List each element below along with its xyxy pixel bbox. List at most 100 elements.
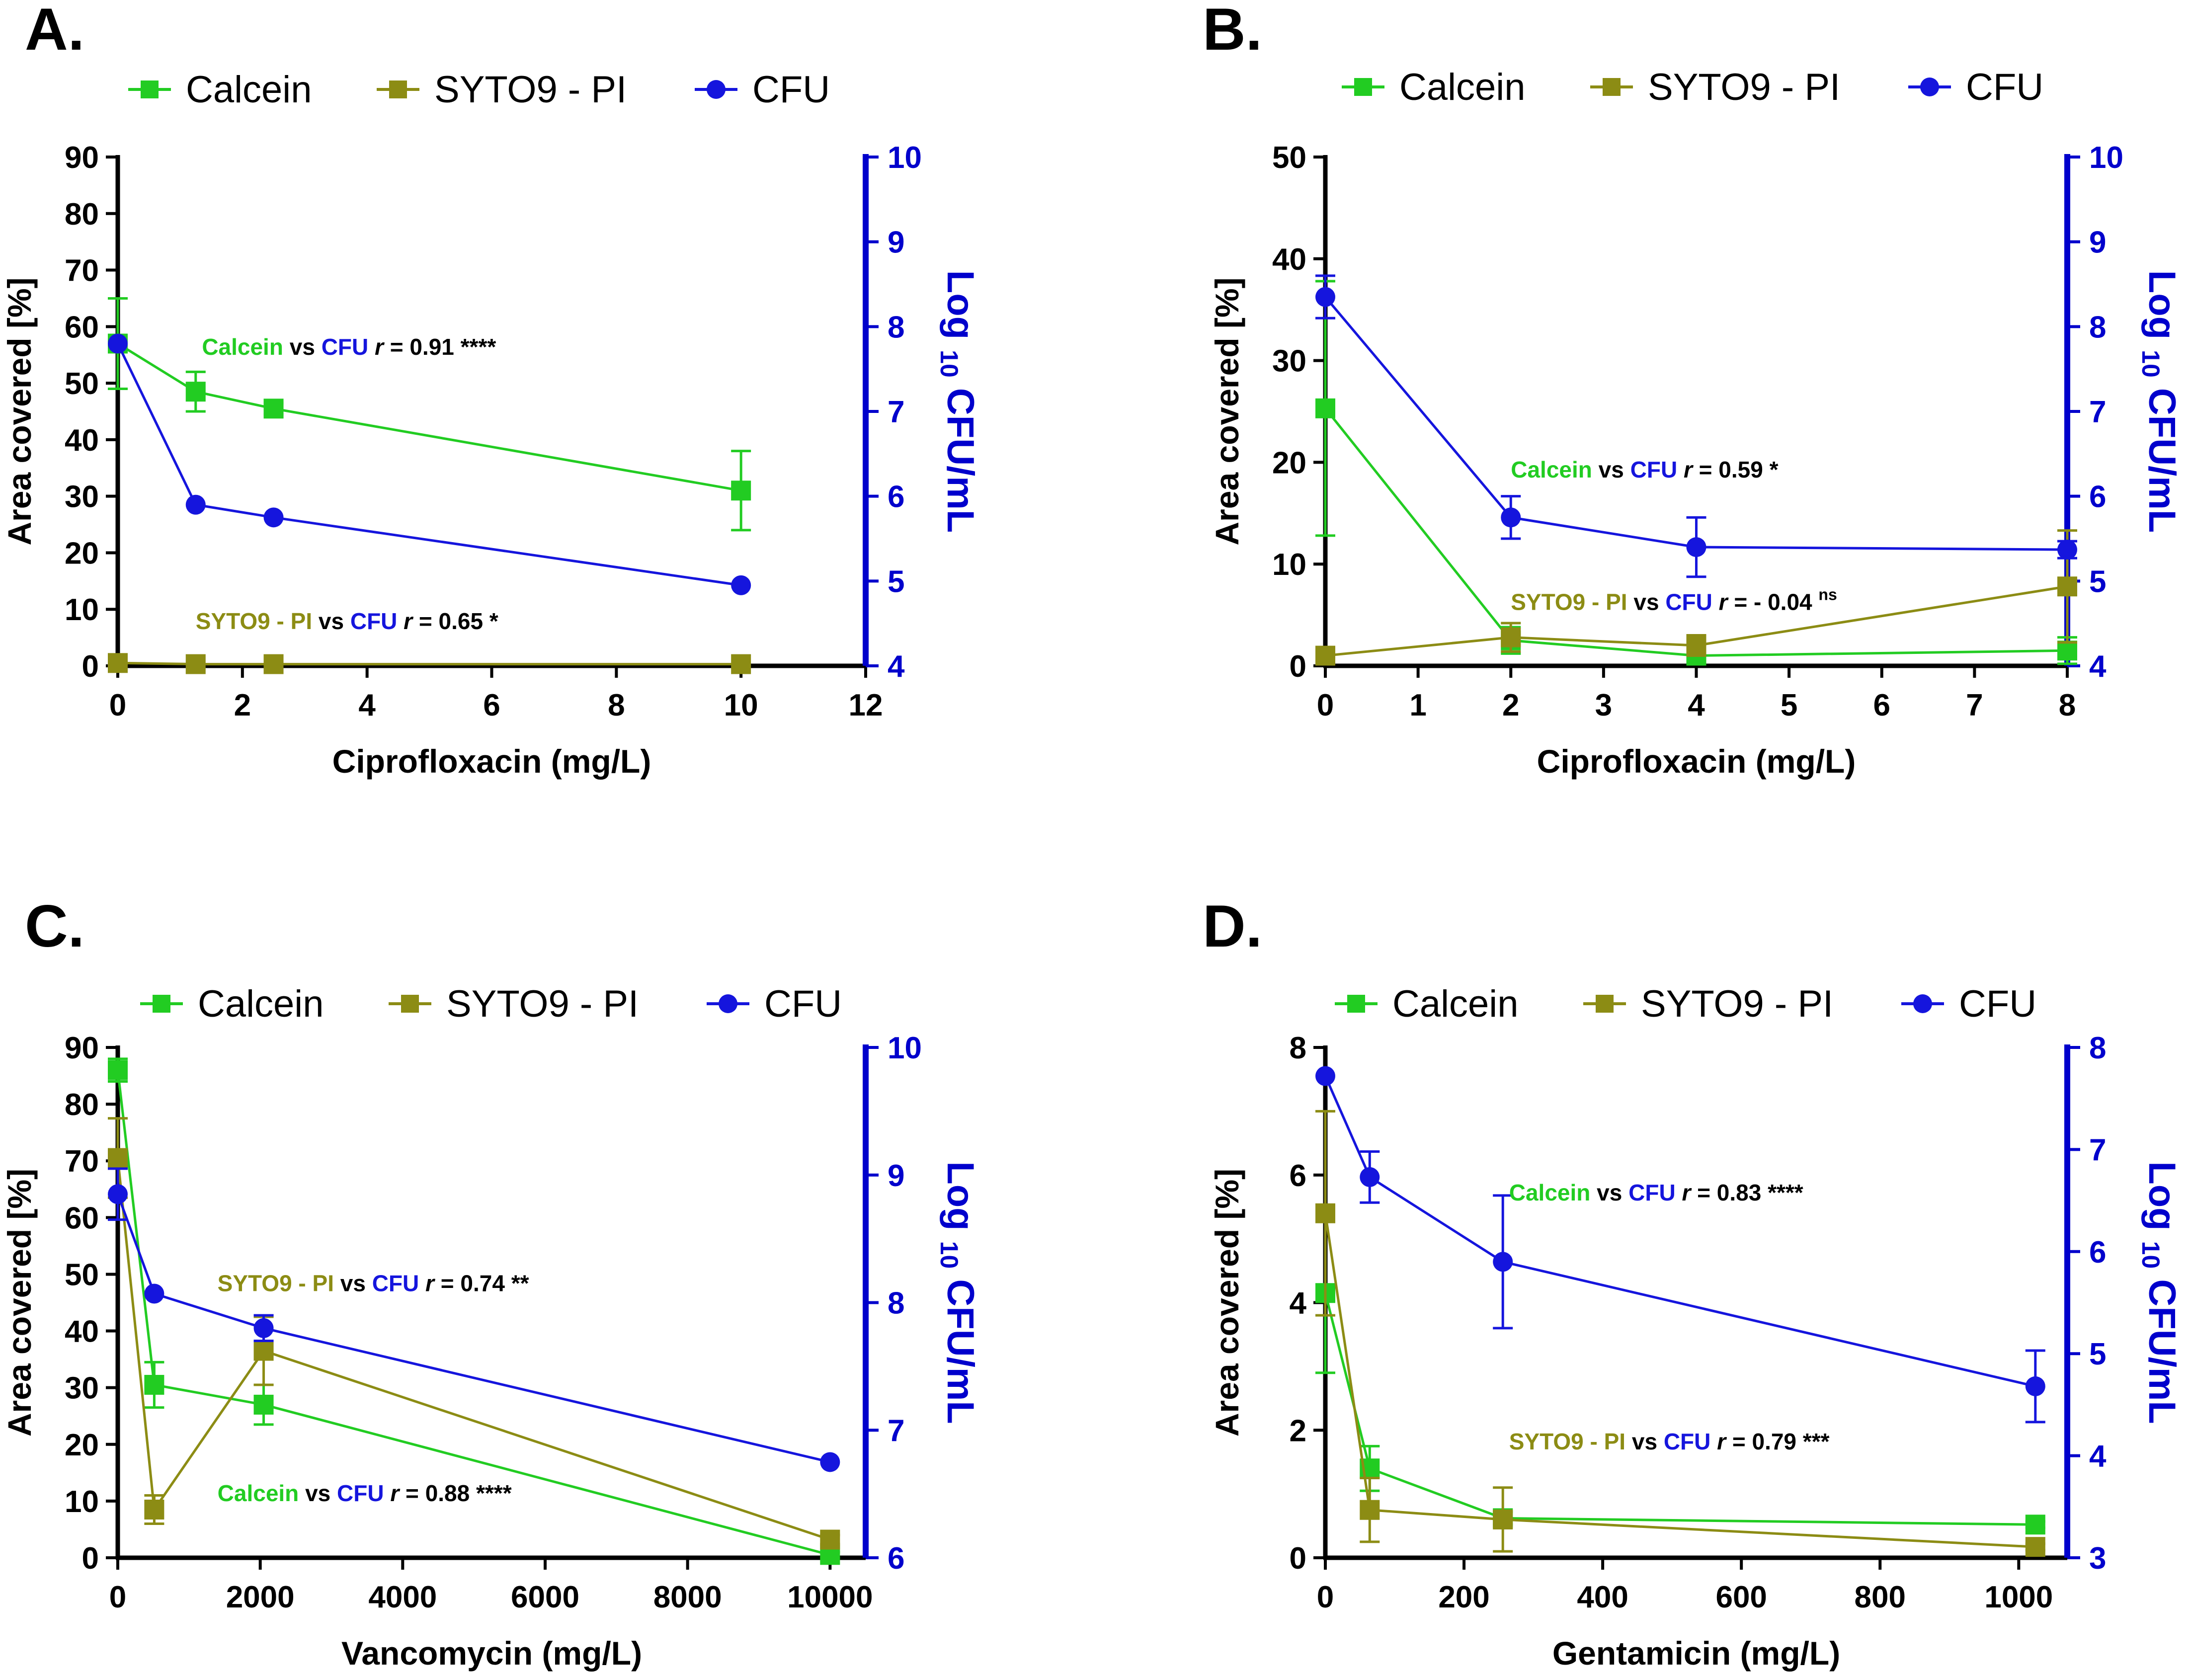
y-tick-label-left: 6: [1290, 1159, 1306, 1193]
data-point-square: [1686, 636, 1706, 656]
annotation-part: vs: [1590, 1180, 1628, 1205]
y-tick-label-right: 6: [2089, 480, 2106, 514]
data-point-circle: [820, 1452, 840, 1472]
series-calcein: [108, 297, 751, 532]
y-tick-label-left: 20: [65, 536, 99, 570]
x-tick-label: 400: [1577, 1580, 1628, 1614]
y-tick-label-right: 7: [888, 395, 904, 429]
series-line: [1324, 1292, 2035, 1526]
data-point-circle: [731, 575, 751, 595]
x-tick-label: 7: [1966, 688, 1983, 722]
panel-letter: B.: [1203, 0, 1262, 63]
legend: Calcein SYTO9 - PI CFU: [140, 983, 842, 1025]
x-tick-label: 1: [1409, 688, 1426, 722]
y-tick-label-right: 6: [2089, 1235, 2106, 1270]
annotation-part: = 0.65 *: [412, 608, 498, 634]
y-tick-label-left: 50: [65, 1258, 99, 1292]
panel-a: A.Calcein SYTO9 - PI CFU010203040506070809…: [1, 0, 981, 780]
series-cfu: [1315, 274, 2077, 578]
x-tick-label: 8: [608, 688, 625, 722]
series-line: [116, 343, 741, 587]
data-point-circle: [253, 1318, 274, 1338]
annotation-part: CFU: [1665, 589, 1712, 615]
annotation-part: SYTO9 - PI: [1511, 589, 1627, 615]
data-point-square: [144, 1374, 164, 1395]
data-point-square: [2025, 1515, 2045, 1535]
data-point-square: [731, 480, 751, 501]
series-cfu: [108, 1167, 840, 1472]
y2-label-log: Log: [2141, 270, 2183, 350]
annotation-part: CFU: [337, 1480, 384, 1506]
y2-label-cfu: CFU/mL: [2141, 378, 2183, 533]
annotation-part: vs: [1592, 457, 1630, 482]
correlation-annotation: Calcein vs CFU r = 0.83 ****: [1509, 1180, 1803, 1205]
x-tick-label: 4: [358, 688, 376, 722]
legend-circle-marker: [719, 994, 737, 1013]
x-axis-label: Ciprofloxacin (mg/L): [332, 743, 651, 780]
y2-label-subscript: 10: [935, 350, 963, 378]
y-tick-label-left: 20: [1272, 446, 1306, 480]
data-point-square: [1315, 1203, 1335, 1223]
y2-label-log: Log: [939, 1161, 981, 1241]
legend-label: SYTO9 - PI: [1641, 983, 1833, 1025]
x-tick-label: 10: [724, 688, 758, 722]
annotation-part: r: [1676, 1180, 1692, 1205]
x-tick-label: 10000: [787, 1580, 873, 1614]
y-tick-label-right: 7: [2089, 395, 2106, 429]
x-tick-label: 6: [483, 688, 500, 722]
y-axis-label-right: Log 10 CFU/mL: [2137, 1161, 2183, 1424]
legend-square-marker: [1603, 78, 1621, 96]
y-tick-label-right: 4: [2089, 649, 2107, 684]
annotation-part: SYTO9 - PI: [1509, 1429, 1625, 1454]
annotation-part: vs: [334, 1271, 372, 1296]
x-tick-label: 0: [109, 1580, 126, 1614]
y-axis-label-right: Log 10 CFU/mL: [935, 270, 981, 533]
series-syto9-pi: [1315, 1110, 2045, 1557]
annotation-part: r: [384, 1480, 401, 1506]
annotation-part: Calcein: [1511, 457, 1592, 482]
annotation-part: = 0.59 *: [1693, 457, 1779, 482]
x-axis-label: Vancomycin (mg/L): [341, 1635, 642, 1672]
y2-label-log: Log: [939, 270, 981, 350]
annotation-part: vs: [299, 1480, 337, 1506]
x-tick-label: 0: [1317, 688, 1334, 722]
x-tick-label: 12: [849, 688, 883, 722]
series-line: [117, 342, 741, 492]
panel-letter: A.: [25, 0, 84, 63]
legend-label: Calcein: [198, 983, 324, 1025]
annotation-part: = 0.83 ****: [1691, 1180, 1803, 1205]
y-tick-label-right: 10: [888, 1031, 922, 1065]
annotation-part: CFU: [1628, 1180, 1676, 1205]
correlation-annotation: SYTO9 - PI vs CFU r = 0.74 **: [218, 1271, 529, 1296]
data-point-circle: [1686, 537, 1706, 558]
legend: Calcein SYTO9 - PI CFU: [1342, 66, 2043, 108]
series-calcein: [1315, 1212, 2045, 1535]
annotation-part: ns: [1818, 585, 1837, 603]
y-tick-label-right: 4: [888, 649, 905, 684]
data-point-square: [108, 653, 128, 673]
y-tick-label-left: 40: [65, 1315, 99, 1349]
data-point-square: [1315, 645, 1335, 666]
x-tick-label: 2: [1502, 688, 1519, 722]
y-axis-label-left: Area covered [%]: [1209, 277, 1245, 545]
y2-label-subscript: 10: [2137, 350, 2165, 378]
data-point-square: [1360, 1500, 1380, 1520]
y-tick-label-left: 30: [65, 1371, 99, 1406]
legend-label: CFU: [752, 69, 830, 111]
annotation-part: CFU: [350, 608, 398, 634]
annotation-part: = 0.91 ****: [384, 334, 496, 360]
annotation-part: vs: [1625, 1429, 1664, 1454]
data-point-circle: [108, 1184, 128, 1204]
legend: Calcein SYTO9 - PI CFU: [128, 69, 830, 111]
y-tick-label-right: 4: [2089, 1440, 2107, 1474]
y2-label-cfu: CFU/mL: [2141, 1269, 2183, 1424]
y-tick-label-left: 50: [65, 367, 99, 401]
annotation-part: CFU: [1630, 457, 1678, 482]
y-tick-label-right: 9: [888, 226, 904, 260]
y-tick-label-right: 6: [888, 1541, 904, 1576]
correlation-annotation: SYTO9 - PI vs CFU r = 0.65 *: [196, 608, 498, 634]
y-tick-label-left: 0: [82, 1541, 99, 1576]
y2-label-subscript: 10: [935, 1241, 963, 1269]
y-tick-label-right: 8: [2089, 1031, 2106, 1065]
